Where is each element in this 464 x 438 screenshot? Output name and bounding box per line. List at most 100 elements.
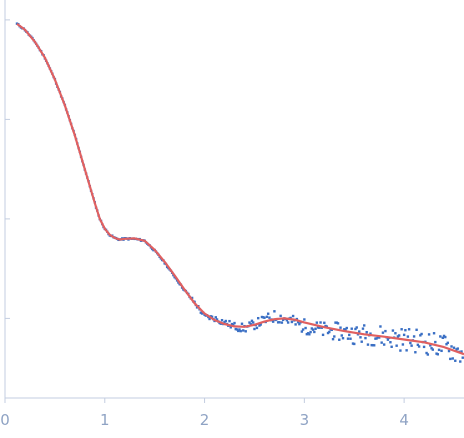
data-point bbox=[229, 326, 232, 329]
fit-curve bbox=[16, 23, 464, 356]
data-point bbox=[281, 318, 285, 322]
data-point bbox=[414, 351, 417, 354]
data-point bbox=[394, 332, 397, 335]
data-point bbox=[220, 318, 224, 322]
data-point bbox=[268, 316, 271, 319]
data-point bbox=[432, 332, 436, 335]
data-point bbox=[335, 321, 338, 324]
data-point bbox=[242, 329, 245, 332]
data-point bbox=[427, 333, 431, 336]
data-point bbox=[382, 343, 386, 346]
data-points bbox=[15, 22, 464, 363]
data-point bbox=[296, 320, 300, 324]
data-point bbox=[369, 332, 372, 335]
data-point bbox=[298, 322, 301, 326]
data-point bbox=[219, 322, 222, 325]
data-point bbox=[454, 359, 457, 362]
data-point bbox=[313, 330, 316, 334]
data-point bbox=[280, 321, 284, 324]
data-point bbox=[350, 327, 353, 330]
data-point bbox=[326, 331, 330, 335]
data-point bbox=[386, 338, 390, 341]
data-point bbox=[416, 343, 420, 347]
data-point bbox=[273, 310, 276, 313]
data-point bbox=[223, 321, 226, 324]
data-point bbox=[210, 315, 214, 318]
data-point bbox=[339, 326, 342, 329]
data-point bbox=[249, 322, 252, 326]
data-point bbox=[333, 335, 336, 338]
data-point bbox=[431, 348, 435, 351]
data-point bbox=[266, 312, 270, 315]
data-point bbox=[434, 340, 437, 344]
data-point bbox=[263, 316, 266, 319]
data-point bbox=[422, 345, 426, 349]
data-point bbox=[417, 345, 421, 348]
data-point bbox=[451, 357, 454, 360]
data-point bbox=[309, 330, 312, 334]
data-point bbox=[328, 330, 331, 334]
data-point bbox=[405, 349, 408, 352]
data-point bbox=[258, 324, 261, 327]
data-point bbox=[435, 352, 438, 355]
data-point bbox=[406, 335, 410, 338]
data-point bbox=[409, 341, 412, 345]
data-point bbox=[353, 342, 356, 346]
data-point bbox=[366, 343, 370, 346]
data-point bbox=[375, 337, 378, 340]
data-point bbox=[321, 333, 325, 337]
x-tick-label: 3 bbox=[300, 411, 310, 429]
data-point bbox=[391, 329, 395, 332]
data-point bbox=[441, 336, 444, 340]
data-point bbox=[445, 343, 448, 346]
data-point bbox=[436, 353, 440, 356]
data-point bbox=[354, 327, 357, 331]
data-point bbox=[248, 321, 251, 324]
data-point bbox=[377, 336, 381, 339]
data-point bbox=[304, 326, 307, 330]
data-point bbox=[260, 315, 264, 319]
data-point bbox=[444, 335, 447, 339]
data-point bbox=[461, 356, 464, 359]
data-point bbox=[199, 311, 203, 314]
data-point bbox=[301, 328, 305, 331]
data-point bbox=[235, 328, 239, 331]
data-point bbox=[440, 349, 443, 353]
data-point bbox=[331, 337, 335, 341]
data-point bbox=[364, 336, 367, 340]
data-point bbox=[348, 333, 351, 337]
data-point bbox=[371, 344, 375, 347]
data-point bbox=[306, 332, 310, 335]
data-point bbox=[359, 336, 362, 339]
data-point bbox=[252, 321, 255, 324]
data-point bbox=[419, 334, 422, 337]
data-point bbox=[381, 331, 385, 334]
data-point bbox=[224, 319, 227, 323]
data-point bbox=[450, 345, 453, 348]
data-point bbox=[430, 347, 433, 350]
data-point bbox=[380, 341, 383, 344]
data-point bbox=[291, 314, 295, 318]
data-point bbox=[237, 329, 240, 333]
data-point bbox=[271, 320, 275, 323]
data-point bbox=[319, 321, 322, 324]
data-point bbox=[402, 333, 406, 337]
data-point bbox=[265, 315, 269, 319]
data-point bbox=[239, 329, 242, 333]
data-point bbox=[214, 316, 217, 319]
data-point bbox=[397, 334, 401, 337]
x-tick-label: 1 bbox=[100, 411, 110, 429]
data-point bbox=[442, 334, 446, 338]
data-point bbox=[324, 324, 327, 328]
tick-labels: 0 1 2 3 4 bbox=[0, 411, 409, 429]
data-point bbox=[279, 314, 282, 318]
data-point bbox=[449, 357, 452, 361]
data-point bbox=[410, 344, 413, 347]
data-point bbox=[311, 328, 315, 331]
data-point bbox=[437, 348, 441, 352]
data-point bbox=[303, 318, 306, 321]
data-point bbox=[336, 322, 340, 325]
data-point bbox=[399, 349, 402, 352]
data-point bbox=[426, 353, 430, 356]
